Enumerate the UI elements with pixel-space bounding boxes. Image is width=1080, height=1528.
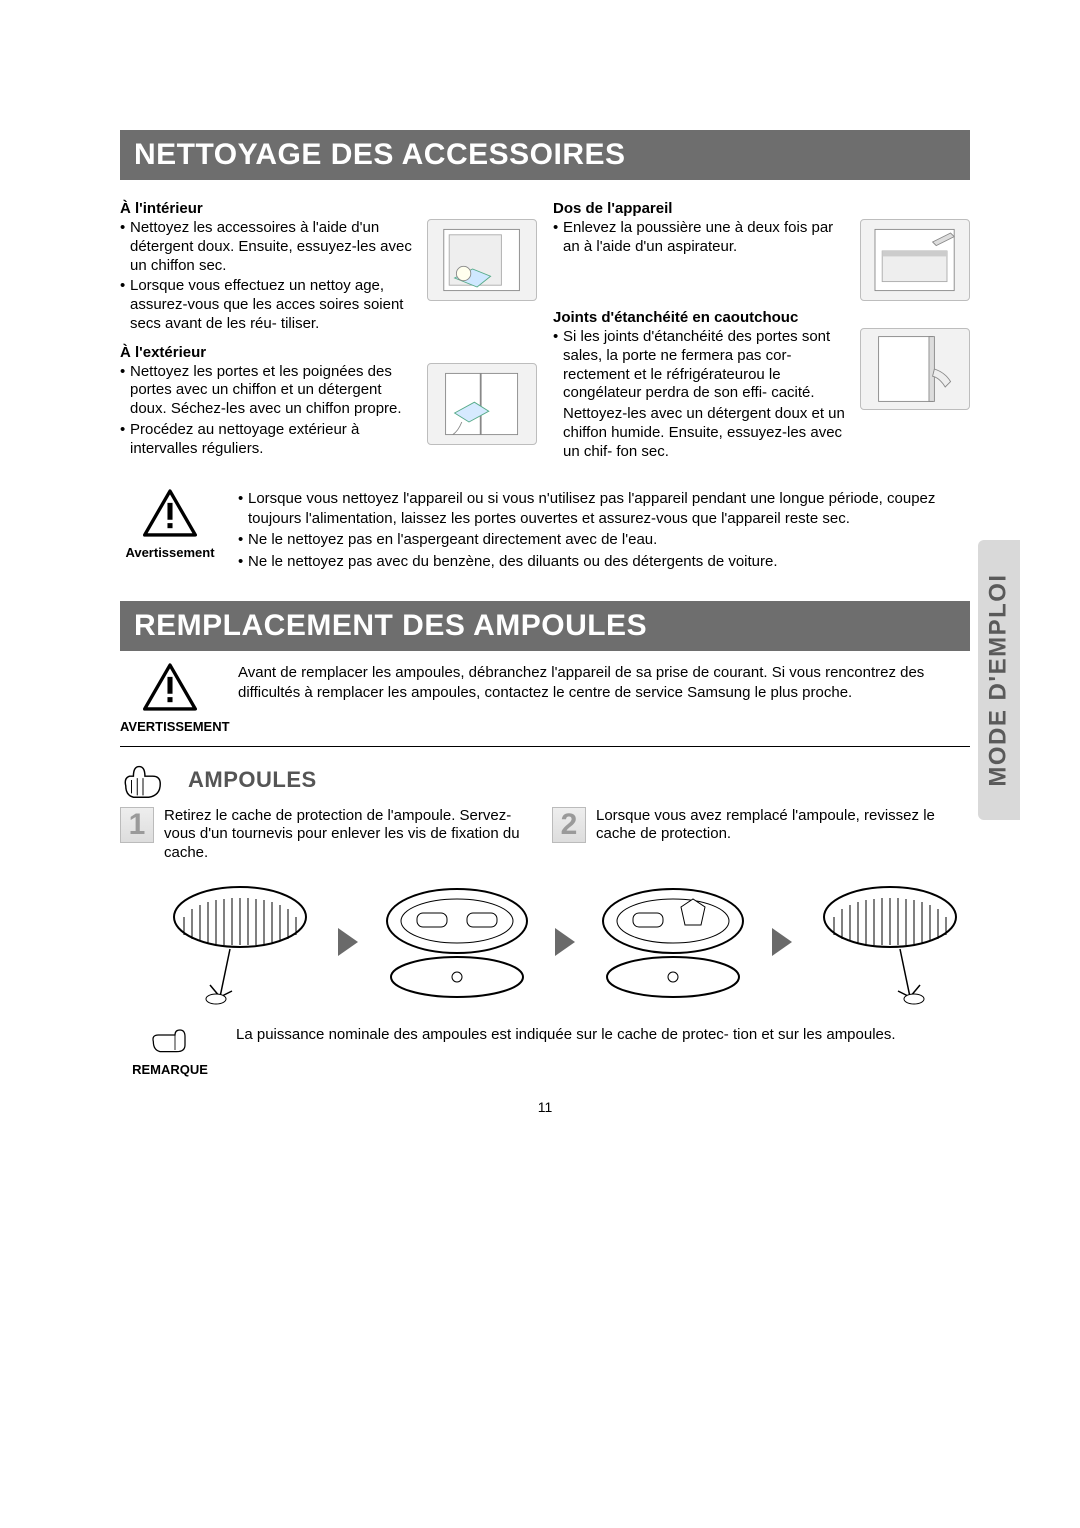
- heading-exterior: À l'extérieur: [120, 344, 537, 361]
- bulb-figure-1: [160, 877, 320, 1007]
- step-1: 1 Retirez le cache de protection de l'am…: [120, 807, 538, 863]
- illustration-exterior: [427, 363, 537, 445]
- interior-bullet-2: Lorsque vous effectuez un nettoy age, as…: [120, 277, 417, 333]
- heading-gasket: Joints d'étanchéité en caoutchouc: [553, 309, 970, 326]
- ampoules-heading-row: AMPOULES: [120, 757, 970, 803]
- steps-row: 1 Retirez le cache de protection de l'am…: [120, 807, 970, 863]
- warning-bullet-3: Ne le nettoyez pas avec du benzène, des …: [238, 552, 970, 572]
- bulb-figure-4: [810, 877, 970, 1007]
- bulb-warning-icon-box: AVERTISSEMENT: [120, 663, 220, 735]
- step-2-text: Lorsque vous avez remplacé l'ampoule, re…: [596, 807, 970, 845]
- step-1-number: 1: [120, 807, 154, 843]
- bulb-figure-2: [377, 877, 537, 1007]
- bulb-figure-3: [593, 877, 753, 1007]
- page-number: 11: [120, 1099, 970, 1115]
- illustration-back: [860, 219, 970, 301]
- step-2: 2 Lorsque vous avez remplacé l'ampoule, …: [552, 807, 970, 863]
- bulb-warning: AVERTISSEMENT Avant de remplacer les amp…: [120, 663, 970, 735]
- interior-bullet-1: Nettoyez les accessoires à l'aide d'un d…: [120, 219, 417, 275]
- heading-back: Dos de l'appareil: [553, 200, 970, 217]
- cleaning-right-col: Dos de l'appareil Enlevez la poussière u…: [553, 192, 970, 467]
- cleaning-warning: Avertissement Lorsque vous nettoyez l'ap…: [120, 489, 970, 573]
- gasket-text-2: Nettoyez-les avec un détergent doux et u…: [553, 405, 850, 461]
- warning-label: Avertissement: [120, 545, 220, 562]
- cleaning-left-col: À l'intérieur Nettoyez les accessoires à…: [120, 192, 537, 467]
- arrow-icon: [555, 928, 575, 956]
- gasket-bullet-1: Si les joints d'étanchéité des portes so…: [553, 328, 850, 403]
- section-header-bulbs: REMPLACEMENT DES AMPOULES: [120, 601, 970, 651]
- arrow-icon: [338, 928, 358, 956]
- note-hand-icon: [150, 1025, 190, 1055]
- warning-icon-box: Avertissement: [120, 489, 220, 561]
- remark-row: REMARQUE La puissance nominale des ampou…: [120, 1025, 970, 1079]
- step-1-text: Retirez le cache de protection de l'ampo…: [164, 807, 538, 863]
- bulb-figure-strip: [160, 877, 970, 1007]
- pointing-hand-icon: [120, 757, 166, 803]
- heading-interior: À l'intérieur: [120, 200, 537, 217]
- arrow-icon: [772, 928, 792, 956]
- warning-bullet-2: Ne le nettoyez pas en l'aspergeant direc…: [238, 530, 970, 550]
- exterior-bullet-2: Procédez au nettoyage extérieur à interv…: [120, 421, 417, 459]
- warning-bullet-1: Lorsque vous nettoyez l'appareil ou si v…: [238, 489, 970, 528]
- remark-label: REMARQUE: [120, 1062, 220, 1079]
- back-bullet-1: Enlevez la poussière une à deux fois par…: [553, 219, 850, 257]
- bulb-warning-label: AVERTISSEMENT: [120, 719, 220, 736]
- remark-text: La puissance nominale des ampoules est i…: [236, 1025, 896, 1045]
- manual-page: NETTOYAGE DES ACCESSOIRES À l'intérieur …: [0, 0, 1080, 1155]
- illustration-gasket: [860, 328, 970, 410]
- remark-icon-box: REMARQUE: [120, 1025, 220, 1079]
- divider: [120, 746, 970, 747]
- ampoules-subtitle: AMPOULES: [188, 767, 317, 793]
- warning-icon: [143, 663, 197, 711]
- warning-icon: [143, 489, 197, 537]
- illustration-interior: [427, 219, 537, 301]
- bulb-warning-text: Avant de remplacer les ampoules, débranc…: [238, 663, 970, 702]
- step-2-number: 2: [552, 807, 586, 843]
- cleaning-columns: À l'intérieur Nettoyez les accessoires à…: [120, 192, 970, 467]
- section-header-cleaning: NETTOYAGE DES ACCESSOIRES: [120, 130, 970, 180]
- exterior-bullet-1: Nettoyez les portes et les poignées des …: [120, 363, 417, 419]
